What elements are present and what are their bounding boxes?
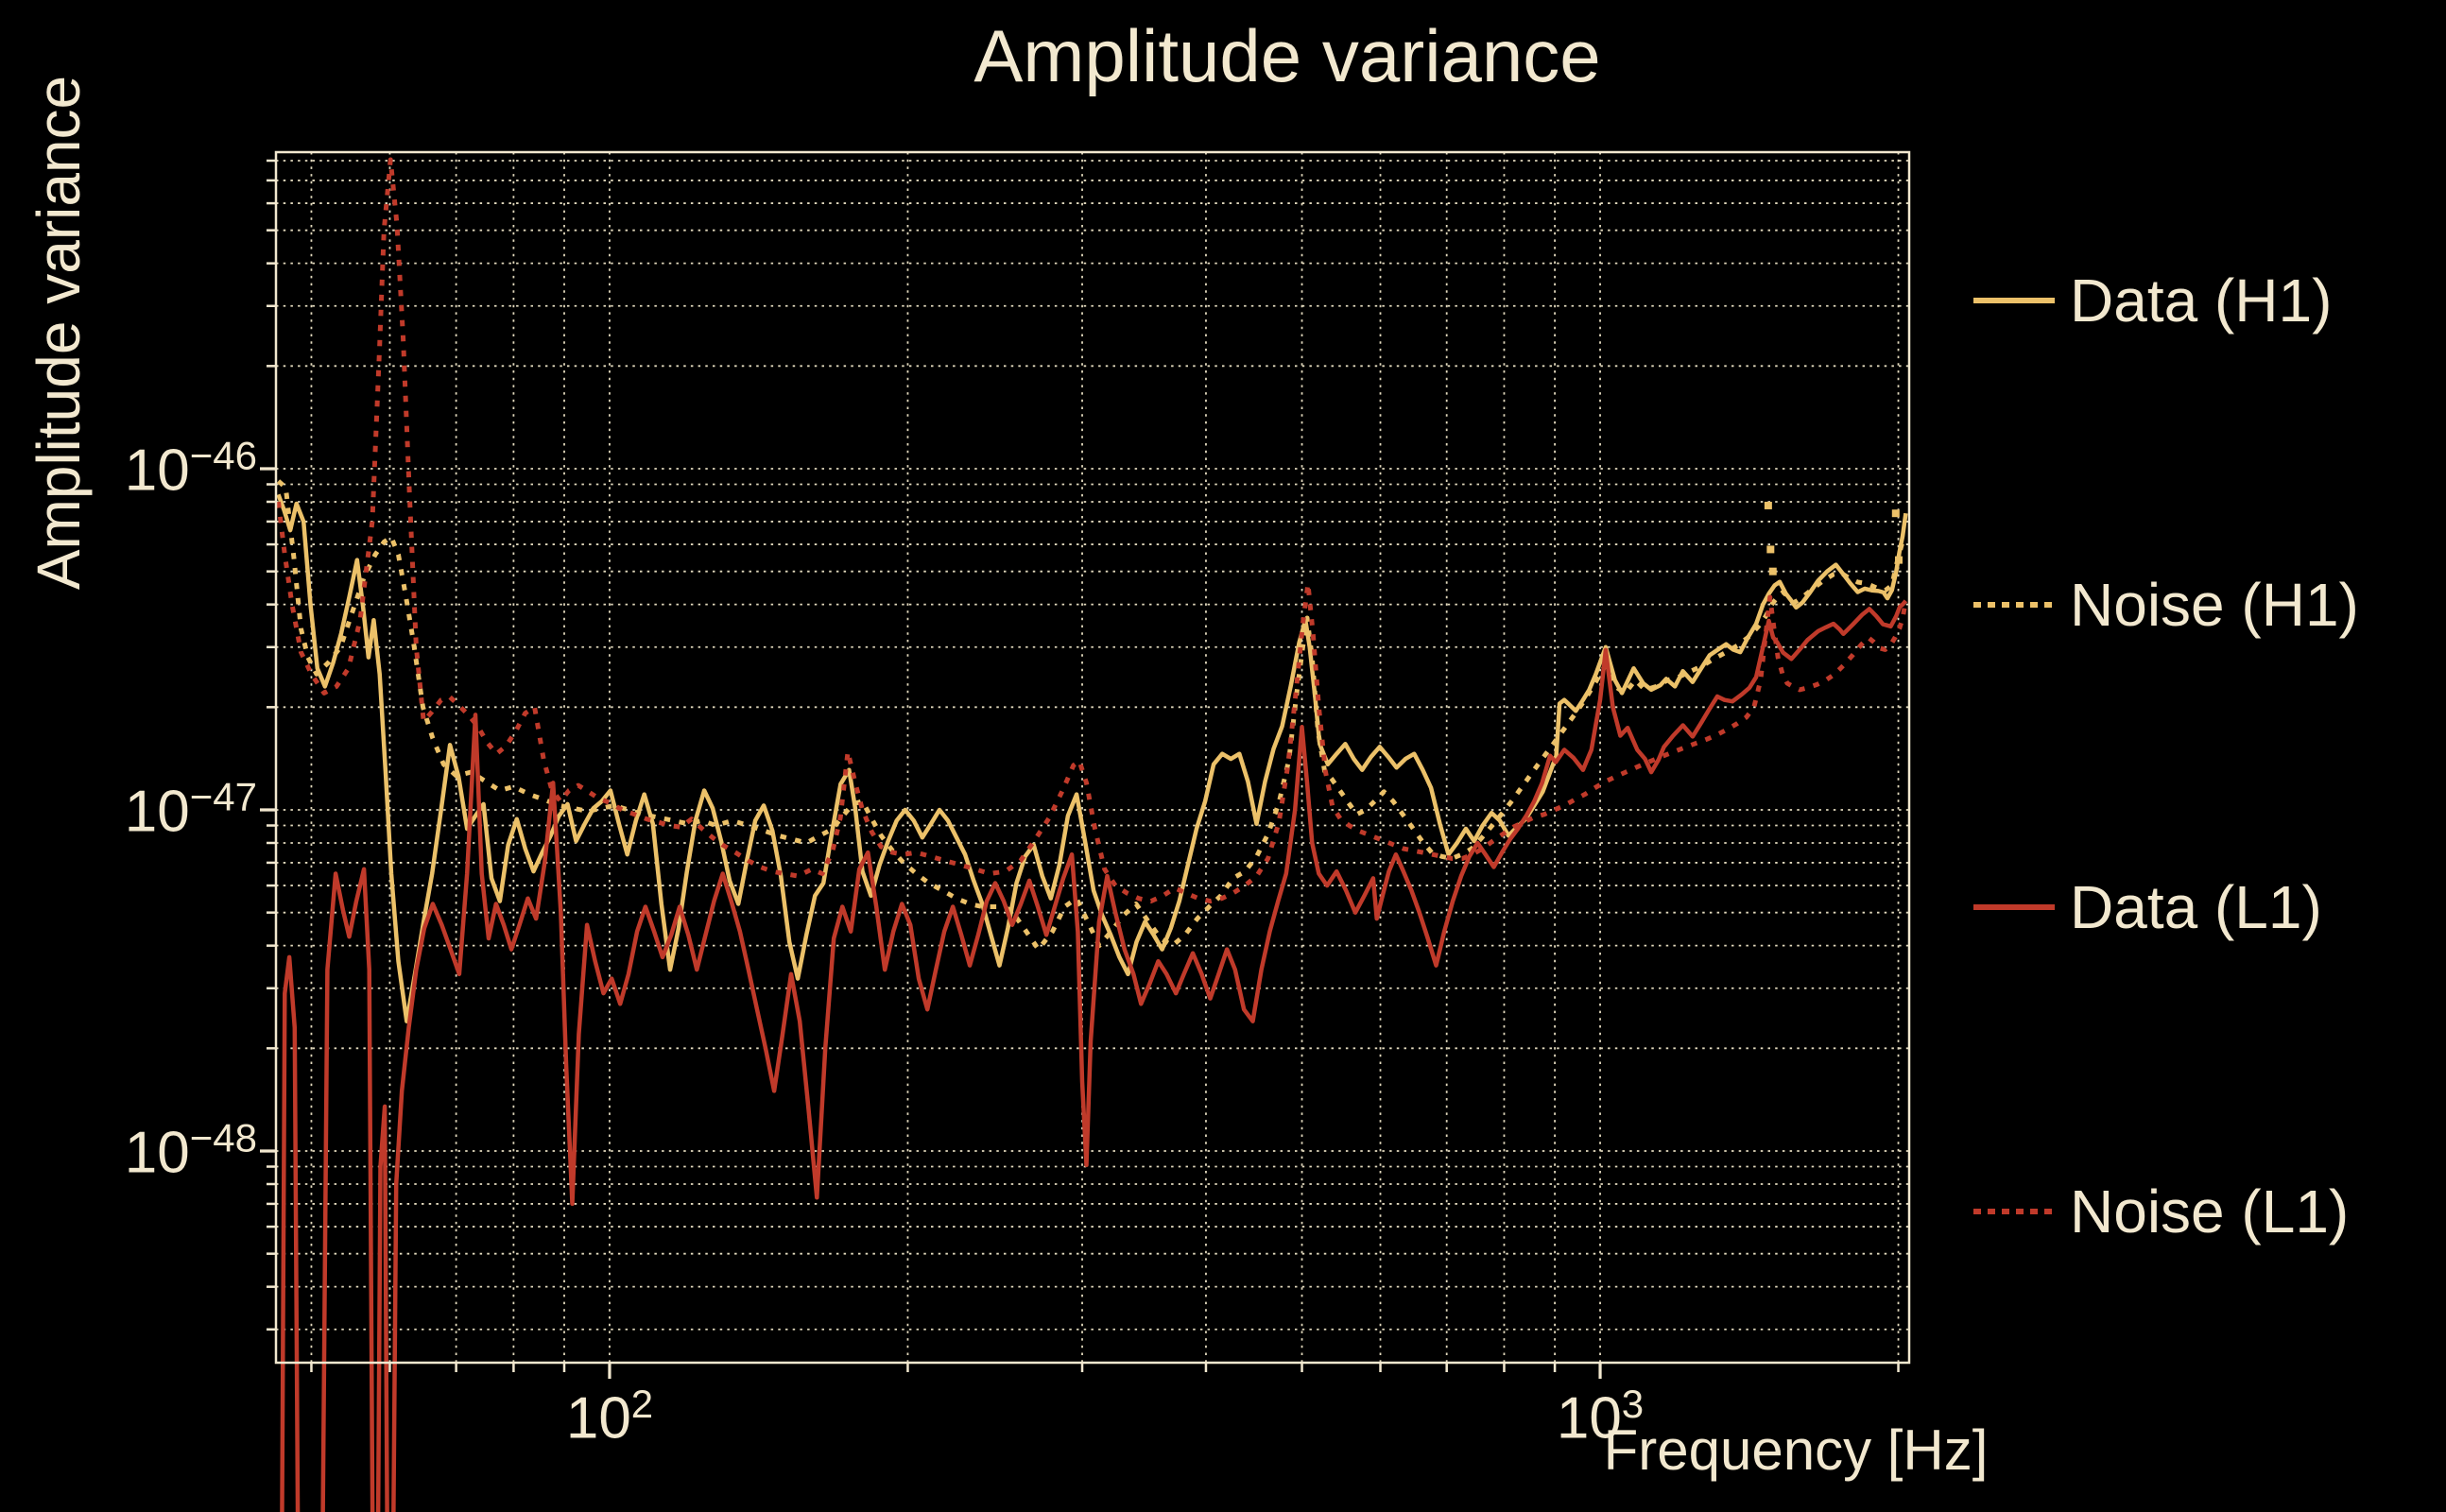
y-axis-label: Amplitude variance — [25, 75, 93, 591]
legend-label-data-l1: Data (L1) — [2070, 873, 2322, 941]
plot-frame — [274, 150, 1911, 1365]
tick-marks — [260, 159, 1900, 1379]
y-tick-label-1e-47: 10−47 — [124, 774, 257, 845]
series-data-h1- — [276, 493, 1908, 1023]
x-tick-label-100: 102 — [565, 1382, 654, 1452]
legend-swatch-noise-l1 — [1973, 1209, 2055, 1214]
legend-label-noise-l1: Noise (L1) — [2070, 1177, 2350, 1246]
y-tick-label-1e-48: 10−48 — [124, 1115, 257, 1186]
gridlines — [276, 152, 1909, 1363]
y-tick-label-1e-46: 10−46 — [124, 433, 257, 504]
legend-item-data-l1: Data (L1) — [1973, 872, 2322, 942]
chart-title: Amplitude variance — [973, 14, 1601, 97]
legend-swatch-data-h1 — [1973, 298, 2055, 303]
series-data-l1- — [280, 599, 1908, 1512]
legend-item-noise-l1: Noise (L1) — [1973, 1177, 2349, 1246]
legend-item-noise-h1: Noise (H1) — [1973, 570, 2359, 640]
legend-swatch-data-l1 — [1973, 904, 2055, 910]
outlier-dots — [1764, 501, 1903, 576]
x-tick-label-1000: 103 — [1556, 1382, 1645, 1452]
legend-label-data-h1: Data (H1) — [2070, 266, 2333, 335]
series-noise-l1- — [276, 157, 1908, 904]
legend-item-data-h1: Data (H1) — [1973, 266, 2332, 335]
legend-swatch-noise-h1 — [1973, 602, 2055, 608]
x-axis-label: Frequency [Hz] — [1603, 1418, 1989, 1482]
legend-label-noise-h1: Noise (H1) — [2070, 571, 2359, 639]
